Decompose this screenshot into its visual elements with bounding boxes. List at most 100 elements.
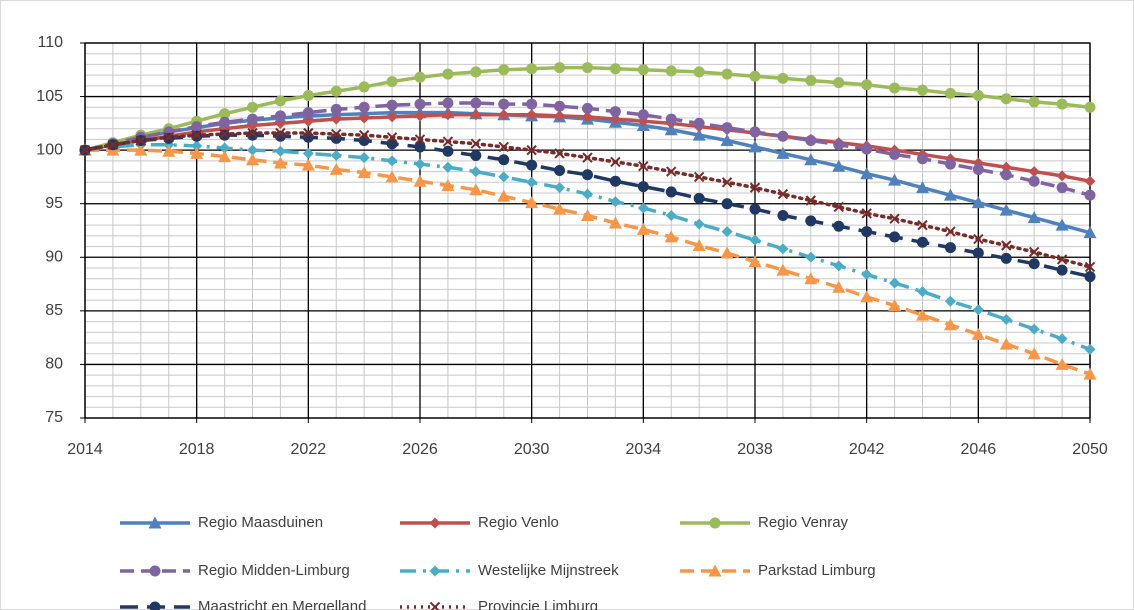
marker — [1055, 218, 1069, 231]
legend-item: Regio Venray — [680, 514, 849, 531]
marker — [414, 141, 426, 153]
marker — [329, 162, 343, 175]
marker — [943, 188, 957, 201]
marker — [148, 516, 162, 529]
y-tick-label: 110 — [37, 34, 63, 51]
marker — [972, 163, 984, 175]
marker — [609, 175, 621, 187]
legend-label: Maastricht en Mergelland — [198, 598, 366, 610]
marker — [692, 239, 706, 251]
marker — [498, 141, 509, 153]
marker — [1084, 261, 1096, 273]
y-tick-label: 80 — [45, 356, 63, 373]
marker — [470, 166, 482, 178]
marker — [358, 152, 370, 164]
marker — [638, 161, 649, 172]
marker — [274, 110, 286, 122]
marker — [1083, 367, 1097, 380]
marker — [721, 122, 733, 134]
marker — [553, 202, 567, 215]
marker — [917, 153, 928, 165]
marker — [441, 179, 455, 191]
marker — [442, 109, 454, 121]
marker — [720, 246, 734, 259]
marker — [1028, 96, 1040, 108]
marker — [554, 148, 565, 159]
marker — [526, 98, 538, 110]
y-tick-label: 95 — [45, 195, 63, 212]
marker — [609, 63, 621, 75]
marker — [191, 121, 203, 133]
marker — [664, 230, 678, 243]
marker — [358, 81, 370, 93]
marker — [470, 66, 482, 78]
marker — [609, 106, 621, 118]
marker — [191, 140, 203, 152]
marker — [526, 144, 537, 156]
marker — [190, 146, 204, 159]
marker — [888, 173, 902, 186]
marker — [749, 234, 761, 246]
marker — [709, 517, 721, 529]
marker — [636, 222, 650, 235]
marker — [721, 177, 733, 188]
marker — [861, 79, 873, 91]
marker — [1000, 252, 1012, 264]
marker — [889, 213, 900, 224]
marker — [665, 186, 677, 198]
marker — [748, 255, 762, 268]
marker — [219, 142, 231, 154]
marker — [693, 117, 705, 129]
legend-item: Regio Venlo — [400, 514, 559, 531]
marker — [693, 171, 705, 183]
marker — [693, 218, 705, 230]
marker — [944, 87, 956, 99]
marker — [135, 135, 147, 146]
marker — [972, 304, 984, 316]
marker — [637, 181, 649, 193]
series — [78, 143, 1097, 380]
marker — [861, 143, 873, 155]
marker — [749, 203, 761, 215]
marker — [804, 153, 818, 166]
marker — [1000, 169, 1012, 181]
marker — [889, 231, 901, 243]
marker — [470, 138, 482, 149]
marker — [149, 565, 161, 577]
marker — [219, 128, 230, 140]
marker — [749, 182, 761, 193]
marker — [833, 220, 845, 232]
marker — [134, 143, 148, 156]
series — [79, 127, 1096, 273]
marker — [720, 134, 734, 146]
marker — [274, 95, 286, 107]
marker — [637, 64, 649, 76]
x-tick-label: 2026 — [402, 441, 438, 458]
x-tick-label: 2050 — [1072, 441, 1108, 458]
marker — [1055, 357, 1069, 370]
x-tick-label: 2034 — [626, 441, 662, 458]
marker — [637, 202, 649, 214]
marker — [776, 263, 790, 276]
marker — [972, 247, 984, 259]
marker — [610, 156, 621, 168]
marker — [805, 135, 817, 146]
marker — [330, 85, 342, 97]
marker — [917, 236, 928, 248]
marker — [582, 111, 593, 123]
marker — [916, 308, 929, 321]
marker — [191, 129, 202, 141]
y-tick-label: 100 — [36, 141, 63, 158]
marker — [1028, 323, 1040, 335]
marker — [526, 109, 538, 121]
marker — [414, 158, 426, 170]
marker — [162, 144, 176, 157]
marker — [358, 101, 370, 113]
marker — [665, 65, 677, 77]
marker — [1000, 313, 1012, 325]
marker — [945, 226, 956, 237]
legend-item: Maastricht en Mergelland — [120, 598, 366, 610]
marker — [1084, 101, 1096, 113]
